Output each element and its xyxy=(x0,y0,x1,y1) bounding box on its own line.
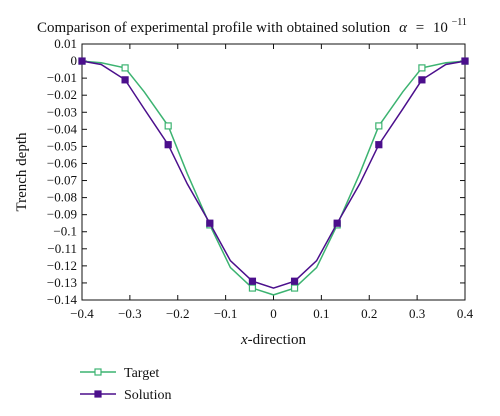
series-point-target xyxy=(248,284,257,292)
y-axis: 0.01 0 −0.01 −0.02 −0.03 −0.04 −0.05 −0.06 −0.07… xyxy=(47,36,465,307)
series-point-target xyxy=(290,284,299,292)
series-point-target xyxy=(375,122,383,130)
legend-label-target: Target xyxy=(124,366,159,381)
chart-title-exponent: −11 xyxy=(452,17,467,28)
x-tick-label: −0.2 xyxy=(166,306,190,321)
x-axis-label-rest: -direction xyxy=(248,332,307,348)
x-axis-label: x-direction xyxy=(240,332,306,348)
chart-title-base: 10 xyxy=(433,20,448,36)
series-point-solution xyxy=(290,277,299,285)
chart-title-equals: = xyxy=(416,20,424,36)
y-tick-label: −0.08 xyxy=(47,190,77,205)
legend-marker-solution xyxy=(94,390,102,398)
y-tick-label: −0.01 xyxy=(47,70,77,85)
plot-frame xyxy=(81,43,466,301)
x-tick-label: −0.1 xyxy=(214,306,238,321)
x-axis: −0.4 −0.3 −0.2 −0.1 0 0.1 0.2 0.3 0.4 xyxy=(70,44,474,321)
y-tick-label: −0.13 xyxy=(47,275,77,290)
series-point-target xyxy=(164,122,172,130)
y-tick-label: −0.14 xyxy=(47,292,78,307)
x-axis-label-var: x xyxy=(240,332,248,348)
x-tick-label: 0.4 xyxy=(457,306,474,321)
chart-title-text: Comparison of experimental profile with … xyxy=(37,20,391,36)
series-point-target xyxy=(121,64,129,72)
x-tick-label: 0.2 xyxy=(361,306,377,321)
y-tick-label: 0.01 xyxy=(54,36,77,51)
series-point-solution xyxy=(418,76,426,84)
series-point-solution xyxy=(333,219,341,227)
series-point-solution xyxy=(461,57,469,65)
series-point-solution xyxy=(248,277,257,285)
series-point-solution xyxy=(78,57,86,65)
series-point-target xyxy=(418,64,426,72)
legend-marker-target xyxy=(94,368,102,376)
y-tick-label: −0.06 xyxy=(47,155,78,170)
y-axis-label: Trench depth xyxy=(14,132,30,212)
legend-label-solution: Solution xyxy=(124,388,171,403)
x-tick-label: 0 xyxy=(270,306,277,321)
x-tick-label: −0.4 xyxy=(70,306,94,321)
y-tick-label: −0.04 xyxy=(47,121,78,136)
series-line-target xyxy=(81,60,466,296)
series-point-solution xyxy=(375,141,383,149)
y-tick-label: −0.11 xyxy=(47,241,77,256)
x-tick-label: 0.1 xyxy=(313,306,329,321)
legend: Target Solution xyxy=(80,366,171,403)
y-tick-label: −0.09 xyxy=(47,207,77,222)
x-tick-label: −0.3 xyxy=(118,306,142,321)
y-tick-label: −0.07 xyxy=(47,173,78,188)
chart-title-alpha: α xyxy=(399,20,408,36)
y-tick-label: −0.1 xyxy=(53,224,77,239)
series-point-solution xyxy=(206,219,214,227)
x-tick-label: 0.3 xyxy=(409,306,425,321)
y-tick-label: −0.02 xyxy=(47,87,77,102)
y-tick-label: −0.12 xyxy=(47,258,77,273)
chart-title: Comparison of experimental profile with … xyxy=(37,17,467,36)
series-layer xyxy=(78,57,469,296)
series-line-solution xyxy=(81,60,466,289)
series-point-solution xyxy=(164,141,172,149)
series-point-solution xyxy=(121,76,129,84)
y-tick-label: −0.03 xyxy=(47,104,77,119)
y-tick-label: −0.05 xyxy=(47,138,77,153)
y-tick-label: 0 xyxy=(71,53,78,68)
